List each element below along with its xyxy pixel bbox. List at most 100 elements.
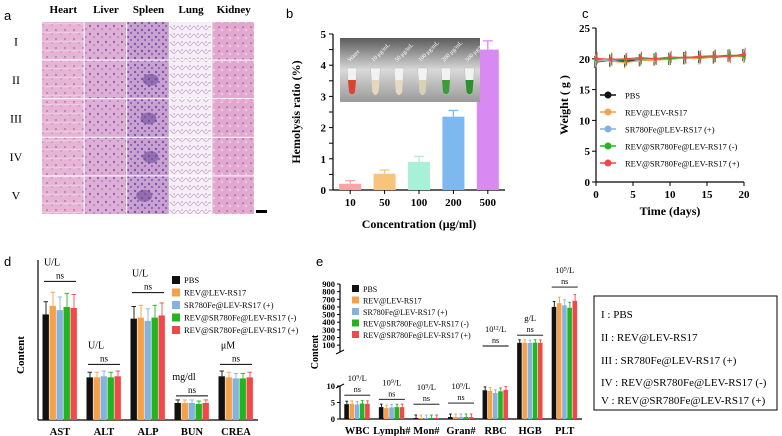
group-label-1: I [14,34,18,48]
y-tick-label: 10 [579,115,591,127]
bar-rbc [498,391,503,419]
inset-photo [340,38,480,102]
bar-hgb [532,342,538,419]
legend-marker [604,159,612,167]
weight-chart: 0 5 10 15 20 25 0 5 10 15 20 Time (days) Weight ( g … [557,23,750,218]
legend-label: REV@SR780Fe@LEV-RS17 (+) [184,325,299,335]
spleen-follicle [142,73,159,86]
x-tick-label: WBC [345,426,370,436]
ns-label: ns [423,394,430,403]
bar-crea [239,378,246,420]
unit-label: g/L [524,313,536,323]
x-tick-label: 100 [411,197,428,209]
bar-ast [42,314,49,420]
bar-rbc [503,389,508,419]
x-tick-label: CREA [221,427,251,436]
inset-tube-liquid [418,80,427,95]
bar-lymph [389,407,394,419]
x-tick-label: 50 [379,197,391,209]
bar-alt [93,377,100,420]
spleen-follicle [140,112,157,125]
legend-label: REV@LEV-RS17 [363,297,422,306]
bar-rbc [482,390,488,419]
legend-label: REV@SR780Fe@LEV-RS17 (-) [363,320,469,329]
y-tick-label: 4 [321,60,327,72]
legend-swatch [172,313,180,322]
y-tick-label: 400 [322,317,335,327]
x-tick-label: Mon# [413,426,440,436]
group-label-4: IV [10,150,23,164]
bar-plt [556,303,562,419]
legend-marker [604,125,612,133]
bar-bun [195,404,202,420]
bar-alp [144,320,151,420]
unit-label: 10⁹/L [417,382,436,392]
y-axis-title: Weight ( g ) [557,75,571,135]
organ-label-spleen: Spleen [133,4,164,16]
y-tick-label: 0 [321,185,327,197]
inset-tube-liquid [371,80,380,95]
bar-gran [448,417,453,419]
legend-marker [604,108,612,116]
x-axis-title: Time (days) [640,204,701,218]
legend-label: PBS [625,91,640,101]
bar-wbc [359,403,365,419]
x-tick-label: Lymph# [373,426,411,436]
ns-label: ns [492,336,499,345]
ns-label: ns [457,393,464,402]
y-tick-label: 0 [585,177,591,189]
y-tick-label: 2 [321,123,327,135]
bar-alp [151,317,158,420]
legend-box-item: III : SR780Fe@LEV-RS17 (+) [601,355,737,367]
histology-image-lung [169,60,212,99]
y-tick-label: 200 [322,332,335,342]
bar-wbc [365,403,370,419]
histology-image-liver [84,22,127,60]
group-legend-box: I : PBS II : REV@LEV-RS17 III : SR780Fe@… [593,295,778,411]
bar-hgb [527,342,533,419]
weight-point [742,52,746,56]
unit-label: 10⁹/L [451,381,470,391]
ns-label: ns [527,325,534,334]
histology-image-lung [169,22,212,60]
y-tick-label: 25 [579,23,591,35]
bar-hgb [517,342,522,419]
unit-label: 10⁹/L [348,373,367,383]
bar-rbc [492,392,498,419]
y-tick-label: 20 [579,54,591,66]
bar-lymph [399,407,405,419]
inset-tube-liquid [442,80,450,95]
inset-tube-liquid [465,80,474,95]
bar-bun [188,402,195,420]
unit-label: U/L [44,257,60,268]
legend-box-item: II : REV@LEV-RS17 [601,332,698,344]
x-tick-label: 10 [665,189,677,201]
histology-image-lung [169,137,212,176]
organ-label-liver: Liver [93,4,119,16]
group-label-2: II [12,73,20,87]
inset-tube-liquid [395,80,403,95]
legend-label: PBS [184,275,199,285]
legend-box-frame [593,295,778,411]
bar-lymph [384,408,389,419]
group-label-5: V [12,189,21,203]
hemolysis-bar [476,49,499,190]
inset-tube-liquid [348,80,356,95]
y-tick-label: 600 [322,302,335,312]
unit-label: U/L [88,340,104,351]
x-tick-label: PLT [555,426,574,436]
bar-wbc [344,404,349,419]
histology-image-lung [169,176,212,214]
x-tick-label: 500 [480,197,497,209]
weight-point [697,54,702,59]
legend-label: REV@SR780Fe@LEV-RS17 (-) [625,142,738,152]
panel-label-a: a [4,8,12,23]
panel-label-c: c [582,6,589,21]
histology-image-liver [84,176,127,214]
histology-image-spleen [127,22,169,60]
organ-label-kidney: Kidney [217,4,252,16]
x-tick-label: 10 [345,197,357,209]
weight-point [594,56,598,60]
y-tick-label: 5 [585,146,591,158]
